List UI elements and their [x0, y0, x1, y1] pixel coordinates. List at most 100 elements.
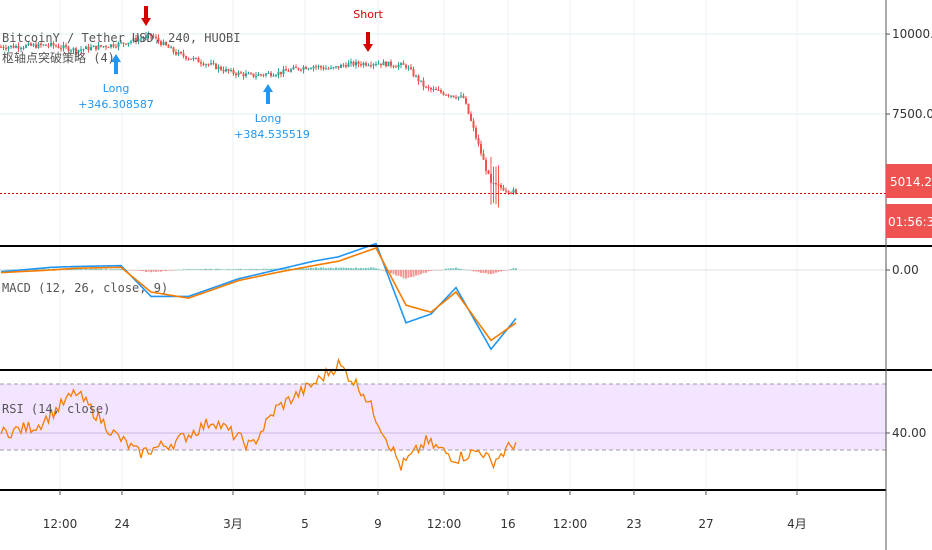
rsi-axis[interactable]: 40.00 [886, 426, 926, 440]
candle-body [180, 51, 182, 54]
candle-body [362, 63, 365, 66]
candle-body [110, 44, 112, 48]
candle-body [87, 46, 90, 50]
macd-histogram-bar [252, 268, 255, 270]
short-arrow-icon[interactable] [141, 6, 151, 26]
macd-histogram-bar [255, 268, 257, 270]
macd-histogram-bar [372, 267, 375, 270]
macd-histogram-bar [205, 268, 207, 270]
candle-body [252, 73, 255, 77]
candle-body [360, 64, 362, 66]
macd-histogram-bar [77, 268, 80, 270]
candle-body [307, 68, 310, 70]
candle-body [357, 61, 360, 65]
candle-body [507, 191, 510, 193]
candle-body [62, 45, 65, 49]
macd-histogram-bar [135, 270, 137, 271]
candle-body [405, 64, 407, 68]
macd-histogram-bar [337, 267, 340, 270]
candle-body [467, 103, 470, 114]
macd-histogram-bar [485, 270, 487, 274]
candle-body [135, 38, 137, 42]
macd-histogram-bar [355, 267, 357, 270]
candle-body [245, 73, 247, 77]
macd-histogram-bar [95, 268, 97, 270]
macd-histogram-bar [267, 268, 270, 270]
candle-body [227, 69, 230, 72]
candle-body [232, 70, 235, 74]
macd-histogram-bar [515, 268, 517, 270]
price-pane[interactable] [0, 0, 886, 246]
candle-body [120, 42, 122, 44]
macd-histogram-bar [10, 269, 12, 271]
macd-histogram-bar [450, 268, 452, 270]
macd-histogram-bar [195, 269, 197, 270]
candle-body [100, 45, 102, 47]
time-tick-label: 16 [500, 517, 515, 531]
candle-body [330, 67, 332, 69]
macd-histogram-bar [232, 269, 235, 270]
macd-histogram-bar [352, 268, 355, 270]
time-tick-label: 24 [114, 517, 129, 531]
candle-body [512, 189, 515, 193]
macd-histogram-bar [130, 270, 132, 271]
candle-body [127, 42, 130, 45]
macd-histogram-bar [190, 269, 192, 270]
macd-histogram-bar [7, 269, 10, 271]
candle-body [350, 61, 352, 64]
candle-body [305, 67, 307, 70]
macd-histogram-bar [320, 267, 322, 270]
candle-body [210, 63, 212, 65]
macd-axis[interactable]: 0.00 [886, 263, 919, 277]
time-tick-label: 3月 [223, 517, 243, 531]
macd-histogram-bar [160, 270, 162, 272]
macd-histogram-bar [315, 267, 317, 270]
candle-body [25, 45, 27, 48]
candle-body [295, 67, 297, 69]
macd-histogram-bar [287, 268, 290, 270]
candle-body [267, 72, 270, 74]
macd-histogram-bar [397, 270, 400, 276]
macd-histogram-bar [347, 267, 350, 270]
long-arrow-icon[interactable] [263, 84, 273, 104]
macd-histogram-bar [420, 270, 422, 275]
macd-histogram-bar [237, 268, 240, 270]
macd-histogram-bar [452, 268, 455, 270]
macd-line [0, 242, 517, 351]
time-axis[interactable]: 12:00 24 3月 5 9 12:00 16 12:00 23 27 4月 [43, 490, 807, 531]
macd-histogram-bar [407, 270, 410, 278]
macd-histogram-bar [137, 270, 140, 271]
macd-histogram-bar [202, 269, 205, 270]
candle-body [222, 69, 225, 72]
macd-histogram-bar [312, 267, 315, 270]
signal-line [0, 247, 517, 342]
candle-body [205, 64, 207, 66]
macd-histogram-bar [425, 270, 427, 273]
long-arrow-icon[interactable] [111, 54, 121, 74]
price-axis[interactable]: 10000.00 7500.00 5014.27 01:56:35 [886, 27, 932, 238]
macd-histogram-bar [380, 269, 382, 271]
time-tick-label: 12:00 [43, 517, 78, 531]
candle-body [385, 61, 387, 67]
macd-histogram-bar [367, 267, 370, 270]
candle-body [155, 37, 157, 39]
macd-histogram-bar [342, 267, 345, 270]
macd-histogram-bar [360, 267, 362, 270]
macd-pane[interactable] [0, 248, 886, 370]
macd-histogram-bar [90, 268, 92, 270]
candle-body [30, 43, 32, 46]
macd-histogram-bar [262, 268, 265, 270]
macd-histogram-bar [97, 268, 100, 270]
candle-body [300, 69, 302, 71]
macd-histogram-bar [247, 269, 250, 270]
candle-body [20, 48, 22, 50]
short-arrow-icon[interactable] [363, 32, 373, 52]
time-tick-label: 12:00 [553, 517, 588, 531]
macd-histogram-bar [435, 269, 437, 271]
rsi-tick-label: 40.00 [892, 426, 926, 440]
macd-histogram-bar [225, 269, 227, 271]
candle-body [220, 66, 222, 70]
candle-body [72, 48, 75, 51]
candle-body [382, 61, 385, 66]
candle-body [277, 71, 280, 76]
